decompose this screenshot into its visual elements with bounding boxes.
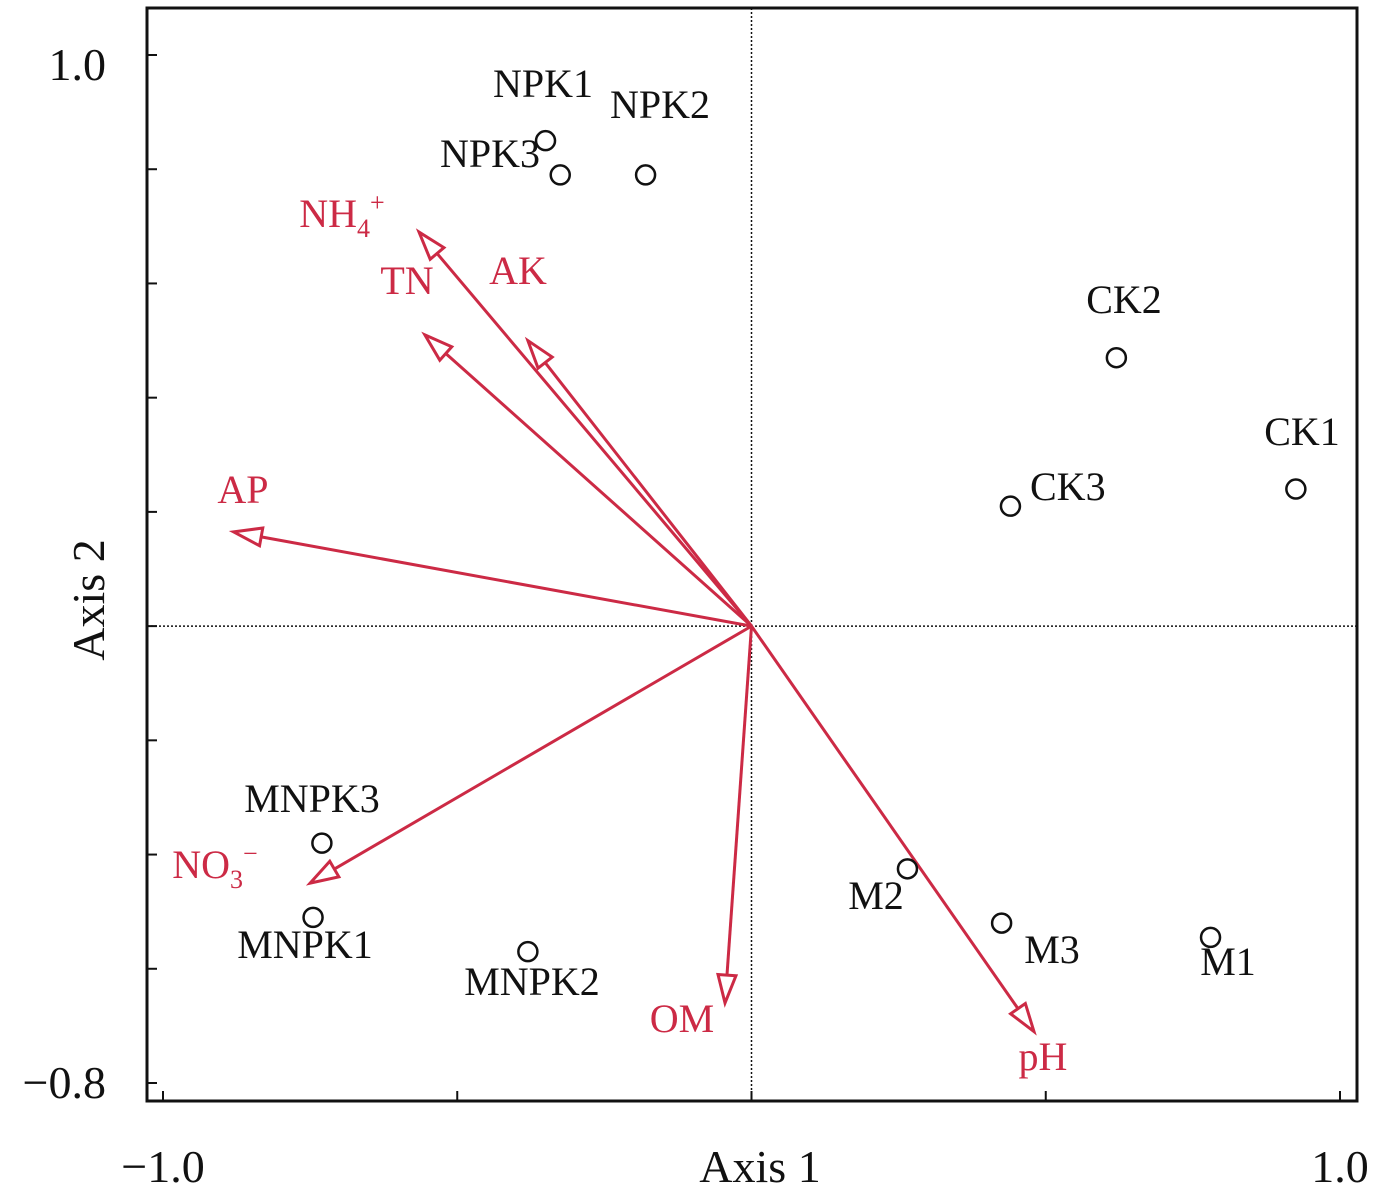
vector-no-arrowhead: [305, 858, 342, 886]
y-tick-label-min: −0.8: [23, 1057, 106, 1108]
sample-label-m2: M2: [848, 873, 904, 918]
sample-label-mnpk1: MNPK1: [237, 922, 373, 967]
vector-ap-label: AP: [217, 467, 268, 512]
sample-point-npk1: [534, 129, 557, 152]
x-axis-title: Axis 1: [699, 1141, 820, 1188]
sample-point-npk3: [549, 164, 571, 186]
vector-nh-arrowhead: [415, 228, 447, 262]
vector-tn-label: TN: [380, 258, 433, 303]
sample-point-mnpk1: [302, 906, 324, 929]
vector-ak-label: AK: [489, 248, 547, 293]
vector-nh-label: NH4+: [299, 188, 384, 243]
vector-nh-line: [435, 252, 753, 628]
vector-ak-line: [543, 361, 753, 628]
vector-ph-arrowhead: [1008, 1001, 1037, 1036]
sample-point-ck3: [999, 495, 1022, 517]
sample-label-ck2: CK2: [1086, 277, 1162, 322]
sample-label-mnpk3: MNPK3: [244, 776, 380, 821]
sample-label-npk2: NPK2: [610, 82, 710, 127]
vector-tn-line: [444, 352, 753, 628]
vector-no-label: NO3−: [172, 839, 257, 894]
vector-om-label: OM: [650, 996, 714, 1041]
sample-point-ck2: [1105, 346, 1128, 369]
sample-label-m1: M1: [1200, 939, 1256, 984]
y-axis-title: Axis 2: [63, 539, 114, 660]
vector-ph-label: pH: [1019, 1034, 1068, 1079]
sample-label-npk1: NPK1: [493, 61, 593, 106]
y-tick-label-max: 1.0: [49, 39, 107, 90]
vector-ak-arrowhead: [524, 336, 555, 371]
sample-point-ck1: [1285, 478, 1307, 500]
sample-label-m3: M3: [1024, 927, 1080, 972]
sample-point-mnpk2: [517, 940, 539, 963]
vector-om-arrowhead: [716, 972, 739, 1008]
sample-label-npk3: NPK3: [440, 131, 540, 176]
vector-ph-line: [750, 625, 1020, 1010]
vector-ap-arrowhead: [228, 526, 265, 549]
sample-point-mnpk3: [311, 832, 333, 854]
vector-no-line: [333, 624, 753, 871]
vector-ap-line: [260, 535, 752, 628]
sample-point-m1: [1199, 926, 1222, 949]
vector-om-line: [725, 626, 753, 976]
sample-point-m3: [990, 912, 1013, 934]
sample-point-m2: [896, 858, 919, 880]
sample-label-mnpk2: MNPK2: [464, 959, 600, 1004]
x-tick-label-max: 1.0: [1311, 1141, 1369, 1188]
x-tick-label-min: −1.0: [121, 1141, 204, 1188]
sample-point-npk2: [634, 164, 657, 186]
sample-label-ck1: CK1: [1264, 409, 1340, 454]
vector-tn-arrowhead: [421, 331, 455, 363]
sample-label-ck3: CK3: [1030, 464, 1106, 509]
